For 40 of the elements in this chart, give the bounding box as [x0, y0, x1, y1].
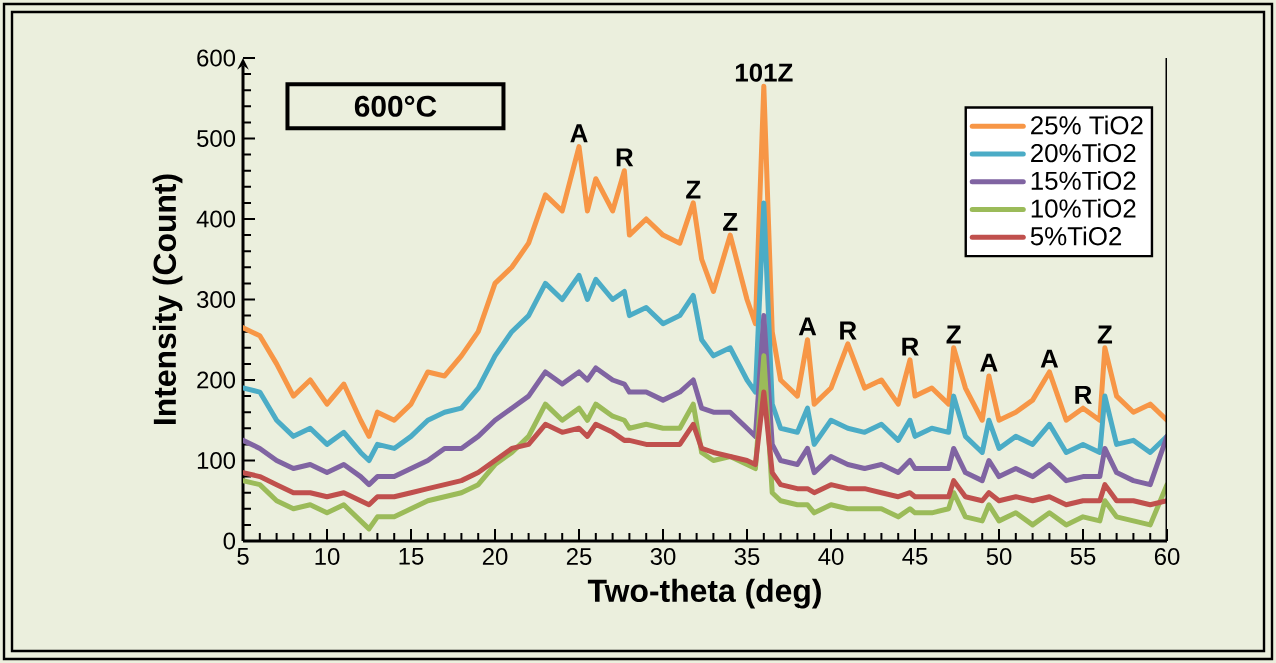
x-tick-label: 15 — [399, 548, 424, 565]
legend-label: 5%TiO2 — [1030, 226, 1122, 246]
x-tick-label: 50 — [986, 548, 1012, 565]
legend-label: 20%TiO2 — [1031, 143, 1136, 163]
legend-label: 10%TiO2 — [1031, 198, 1136, 218]
x-tick-label: 40 — [818, 548, 844, 565]
y-tick-label: 300 — [196, 291, 236, 308]
legend-label: 15%TiO2 — [1031, 170, 1136, 190]
y-tick-label: 400 — [196, 210, 236, 228]
annotation: A — [980, 353, 998, 372]
y-tick-label: 100 — [197, 452, 236, 469]
annotation: R — [840, 321, 857, 340]
annotation: Z — [1097, 325, 1113, 344]
x-tick-label: 60 — [1154, 548, 1180, 565]
x-tick-label: 30 — [650, 548, 676, 565]
annotation: R — [1075, 385, 1092, 404]
y-tick-label: 200 — [197, 371, 236, 389]
x-tick-label: 5 — [237, 548, 249, 565]
annotation: 600°C — [354, 95, 437, 117]
annotation: A — [570, 124, 588, 143]
x-tick-label: 55 — [1070, 548, 1096, 565]
legend-label: 25% TiO2 — [1031, 115, 1143, 135]
x-tick-label: 20 — [482, 548, 508, 565]
x-axis-title: Two-theta (deg) — [587, 578, 821, 609]
annotation: R — [616, 148, 634, 167]
x-tick-label: 35 — [734, 548, 760, 565]
y-tick-label: 500 — [197, 130, 236, 147]
x-tick-label: 25 — [566, 548, 592, 565]
annotation: A — [798, 317, 817, 336]
y-tick-label: 0 — [223, 532, 236, 550]
y-tick-label: 600 — [197, 49, 236, 67]
x-tick-label: 10 — [315, 548, 340, 565]
annotation: R — [902, 337, 919, 356]
annotation: 101Z — [735, 63, 793, 82]
x-tick-label: 45 — [902, 548, 928, 565]
y-axis-title: Intensity (Count) — [152, 174, 183, 424]
annotation: Z — [946, 325, 961, 344]
annotation: A — [1040, 349, 1059, 368]
annotation: Z — [686, 180, 701, 199]
annotation: Z — [723, 212, 738, 231]
